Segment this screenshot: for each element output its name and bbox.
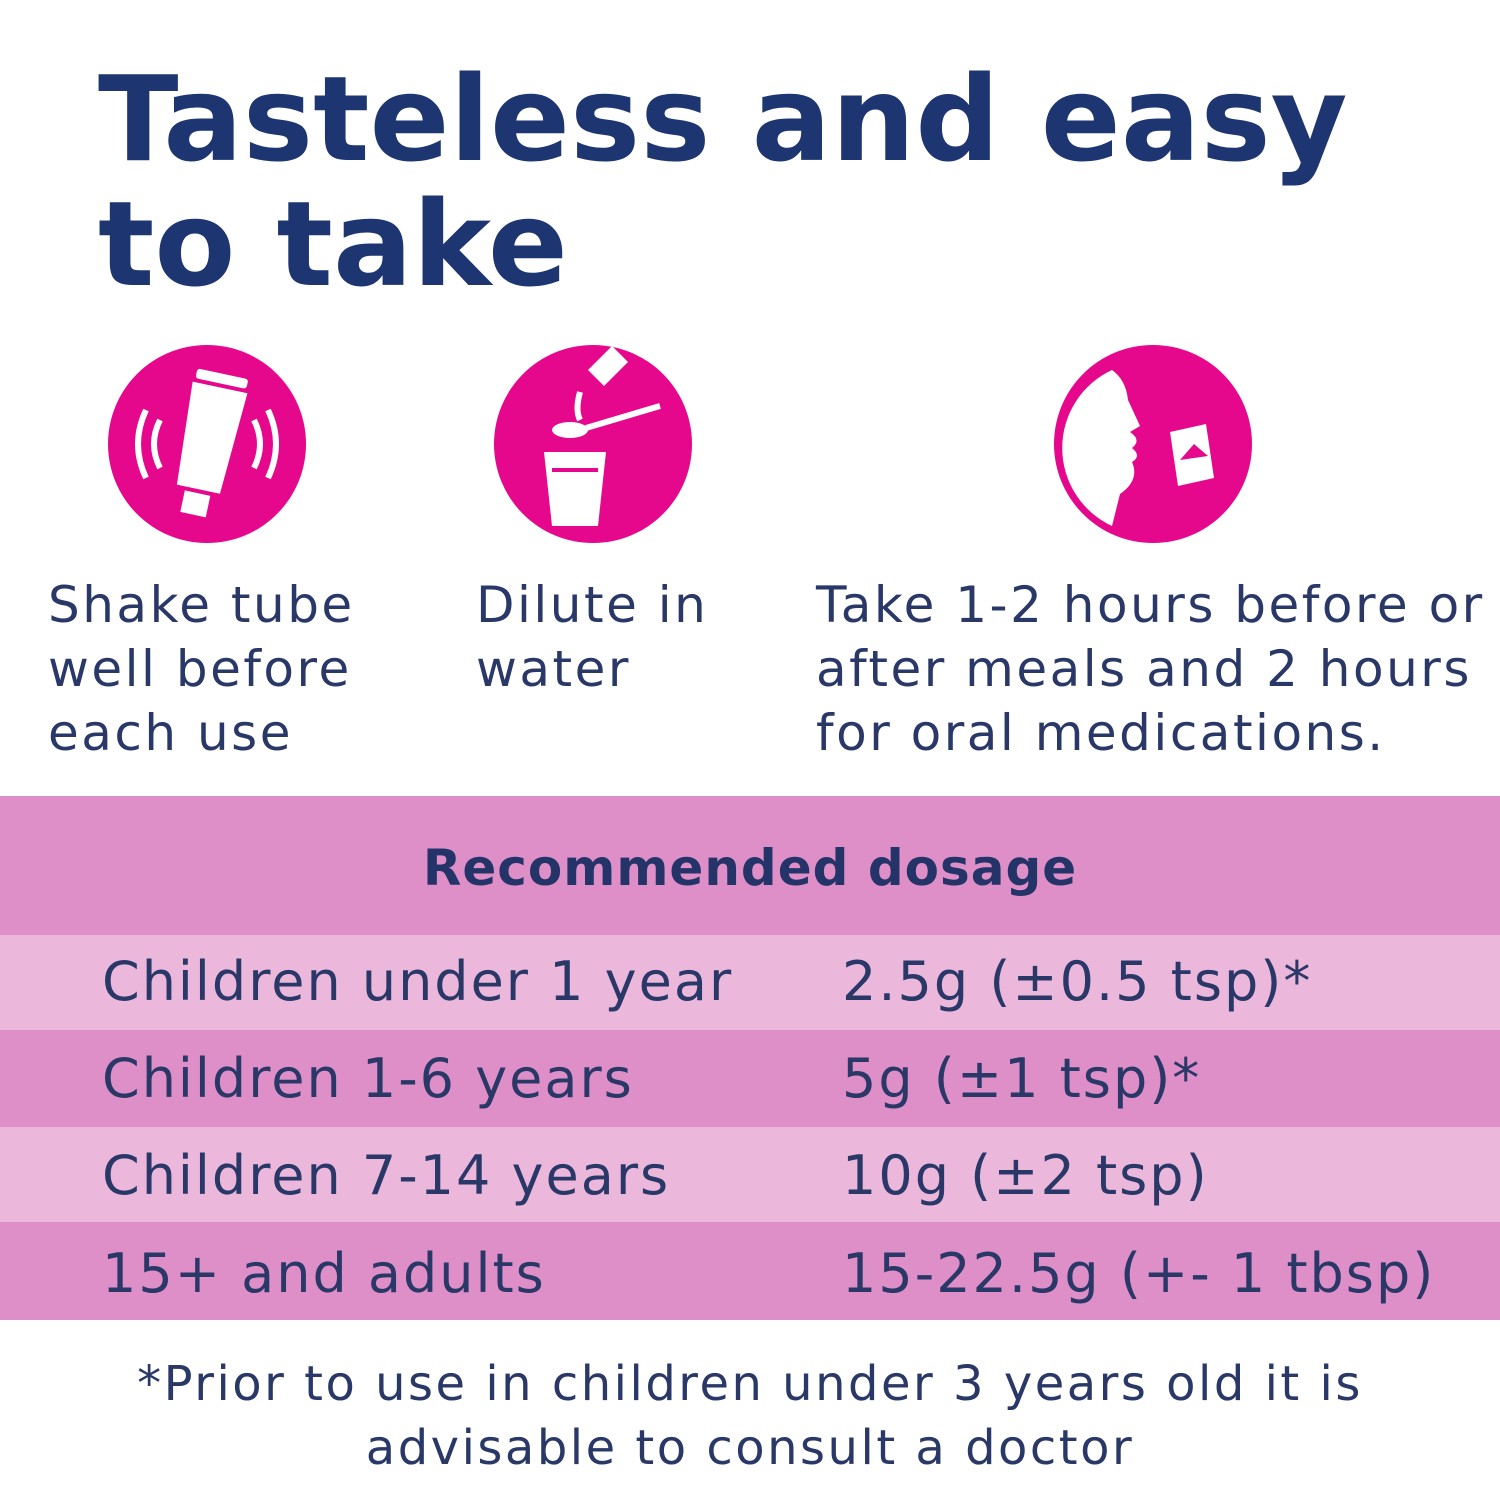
table-cell: Children 1-6 years xyxy=(102,1047,634,1110)
footnote: advisable to consult a doctor xyxy=(366,1420,1134,1476)
table-cell: 10g (±2 tsp) xyxy=(842,1144,1209,1207)
table-header: Recommended dosage xyxy=(423,839,1077,897)
table-header-bg xyxy=(0,796,1500,935)
step-text: well before xyxy=(48,640,352,698)
table-cell: 15+ and adults xyxy=(102,1242,546,1305)
row-bg xyxy=(0,935,1500,1030)
row-bg xyxy=(0,1222,1500,1320)
table-cell: 2.5g (±0.5 tsp)* xyxy=(842,950,1312,1013)
step-text: Dilute in xyxy=(476,576,708,634)
row-bg xyxy=(0,1030,1500,1127)
step-text: water xyxy=(476,640,631,698)
step-text: for oral medications. xyxy=(816,704,1386,762)
footnote: *Prior to use in children under 3 years … xyxy=(137,1356,1363,1412)
icon-drink xyxy=(1054,345,1252,543)
icon-shake xyxy=(108,345,306,543)
step-text: Shake tube xyxy=(48,576,355,634)
icon-dilute xyxy=(494,345,692,543)
step-text: after meals and 2 hours xyxy=(816,640,1472,698)
table-cell: Children 7-14 years xyxy=(102,1144,670,1207)
table-cell: 15-22.5g (+- 1 tbsp) xyxy=(842,1242,1435,1305)
step-text: Take 1-2 hours before or xyxy=(815,576,1485,634)
table-cell: Children under 1 year xyxy=(102,950,733,1013)
row-bg xyxy=(0,1127,1500,1222)
title-line: to take xyxy=(98,175,568,313)
title-line: Tasteless and easy xyxy=(98,50,1348,188)
step-text: each use xyxy=(48,704,293,762)
table-cell: 5g (±1 tsp)* xyxy=(842,1047,1201,1110)
